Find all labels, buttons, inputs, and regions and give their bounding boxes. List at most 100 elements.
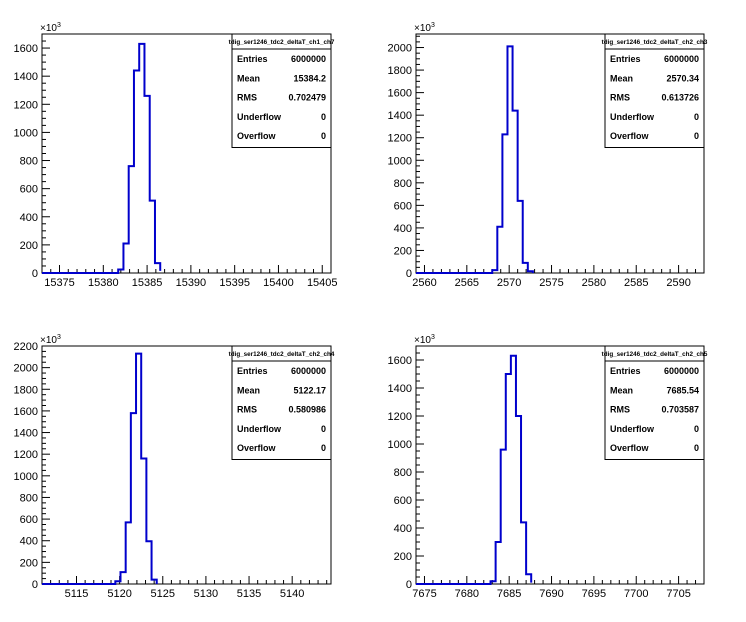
y-tick-label: 400 xyxy=(20,536,38,548)
histogram-bin xyxy=(523,263,528,273)
histogram-bin xyxy=(152,580,157,584)
stats-box: tdig_ser1246_tdc2_deltaT_ch2_ch3 Entries 6… xyxy=(602,33,708,148)
x-tick-label: 7700 xyxy=(624,588,648,600)
stats-value: 6000000 xyxy=(291,54,326,64)
histogram-bin xyxy=(118,269,123,273)
y-multiplier-exponent: 3 xyxy=(57,334,61,341)
histogram-bin xyxy=(131,413,136,584)
histogram-title: tdig_ser1246_tdc2_deltaT_ch1_ch7 xyxy=(229,39,335,46)
histogram-bin xyxy=(513,111,518,273)
y-multiplier-exponent: 3 xyxy=(431,22,435,29)
y-multiplier-base: ×10 xyxy=(40,23,57,34)
stats-value: 0 xyxy=(321,424,326,434)
x-tick-label: 5120 xyxy=(107,588,131,600)
y-tick-label: 0 xyxy=(32,579,38,591)
histogram-bin xyxy=(150,201,155,273)
y-tick-label: 0 xyxy=(32,268,38,280)
x-tick-label: 2560 xyxy=(412,277,436,289)
stats-value: 0 xyxy=(321,131,326,141)
stats-value: 0 xyxy=(321,112,326,122)
y-tick-label: 400 xyxy=(394,223,412,235)
y-multiplier-label: ×103 xyxy=(40,334,61,346)
y-multiplier-exponent: 3 xyxy=(57,22,61,29)
y-tick-label: 1400 xyxy=(388,110,412,122)
y-tick-label: 1400 xyxy=(388,383,412,395)
y-tick-label: 400 xyxy=(20,212,38,224)
stats-label: Underflow xyxy=(237,424,282,434)
x-tick-label: 5115 xyxy=(65,588,89,600)
stats-value: 2570.34 xyxy=(666,73,699,83)
y-tick-label: 800 xyxy=(20,492,38,504)
y-tick-label: 1400 xyxy=(14,428,38,440)
histogram-bin xyxy=(507,46,512,273)
stats-value: 0.580986 xyxy=(288,405,326,415)
stats-label: Entries xyxy=(610,366,641,376)
stats-label: Entries xyxy=(237,54,268,64)
y-multiplier-base: ×10 xyxy=(40,335,57,346)
x-tick-label: 5140 xyxy=(280,588,304,600)
histogram-panel-4: 0 200 400 600 800 1000 1200 1400 1600 7675 7680 768… xyxy=(388,334,708,600)
y-tick-label: 400 xyxy=(394,523,412,535)
histogram-bin xyxy=(146,541,151,584)
x-tick-label: 7705 xyxy=(666,588,690,600)
stats-label: Mean xyxy=(237,385,260,395)
stats-box: tdig_ser1246_tdc2_deltaT_ch2_ch5 Entries 6… xyxy=(602,345,708,460)
histogram-bin xyxy=(129,166,134,273)
y-tick-label: 1000 xyxy=(14,471,38,483)
histogram-panel-3: 0 200 400 600 800 1000 1200 1400 1600 1800 2000 220… xyxy=(14,334,335,600)
y-tick-label: 800 xyxy=(20,156,38,168)
histogram-bin xyxy=(123,243,128,273)
stats-value: 0 xyxy=(321,443,326,453)
histogram-bin xyxy=(497,227,502,273)
histogram-bin xyxy=(496,542,501,584)
histogram-bin xyxy=(126,522,131,584)
x-tick-label: 2570 xyxy=(497,277,521,289)
x-tick-label: 2585 xyxy=(624,277,648,289)
stats-value: 0 xyxy=(694,131,699,141)
histogram-bin xyxy=(144,96,149,273)
y-tick-label: 200 xyxy=(394,551,412,563)
stats-label: Overflow xyxy=(237,443,277,453)
stats-label: Overflow xyxy=(237,131,277,141)
histogram-title: tdig_ser1246_tdc2_deltaT_ch2_ch3 xyxy=(602,39,708,46)
x-tick-label: 15400 xyxy=(263,277,294,289)
y-tick-label: 2000 xyxy=(14,363,38,375)
y-tick-label: 1200 xyxy=(14,449,38,461)
stats-box-frame xyxy=(604,33,705,148)
y-tick-label: 800 xyxy=(394,467,412,479)
histogram-bin xyxy=(501,450,506,584)
histogram-bin xyxy=(502,134,507,273)
stats-value: 0.702479 xyxy=(288,93,326,103)
y-tick-label: 600 xyxy=(20,184,38,196)
x-tick-label: 7685 xyxy=(497,588,521,600)
x-tick-label: 15380 xyxy=(88,277,119,289)
stats-value: 7685.54 xyxy=(666,385,699,395)
stats-label: Entries xyxy=(237,366,268,376)
stats-label: Underflow xyxy=(237,112,282,122)
histogram-bin xyxy=(139,44,144,273)
histogram-bin xyxy=(528,271,533,273)
x-tick-label: 15385 xyxy=(132,277,163,289)
x-tick-label: 7680 xyxy=(455,588,479,600)
histogram-series-line xyxy=(416,354,533,585)
stats-label: Overflow xyxy=(610,443,650,453)
histogram-series-line xyxy=(42,352,158,585)
stats-value: 0.703587 xyxy=(661,405,699,415)
y-multiplier-base: ×10 xyxy=(414,335,431,346)
x-tick-label: 7690 xyxy=(539,588,563,600)
x-tick-label: 7675 xyxy=(412,588,436,600)
histogram-bin xyxy=(506,374,511,584)
y-tick-label: 1000 xyxy=(388,155,412,167)
histogram-title: tdig_ser1246_tdc2_deltaT_ch2_ch4 xyxy=(229,351,335,358)
x-tick-label: 2590 xyxy=(666,277,690,289)
stats-value: 6000000 xyxy=(664,366,699,376)
histogram-bin xyxy=(526,574,531,584)
y-tick-label: 200 xyxy=(20,240,38,252)
y-tick-label: 1200 xyxy=(14,99,38,111)
y-tick-label: 1600 xyxy=(388,88,412,100)
y-tick-label: 1800 xyxy=(14,384,38,396)
stats-value: 6000000 xyxy=(664,54,699,64)
stats-value: 0.613726 xyxy=(661,93,699,103)
stats-label: Entries xyxy=(610,54,641,64)
stats-value: 0 xyxy=(694,112,699,122)
